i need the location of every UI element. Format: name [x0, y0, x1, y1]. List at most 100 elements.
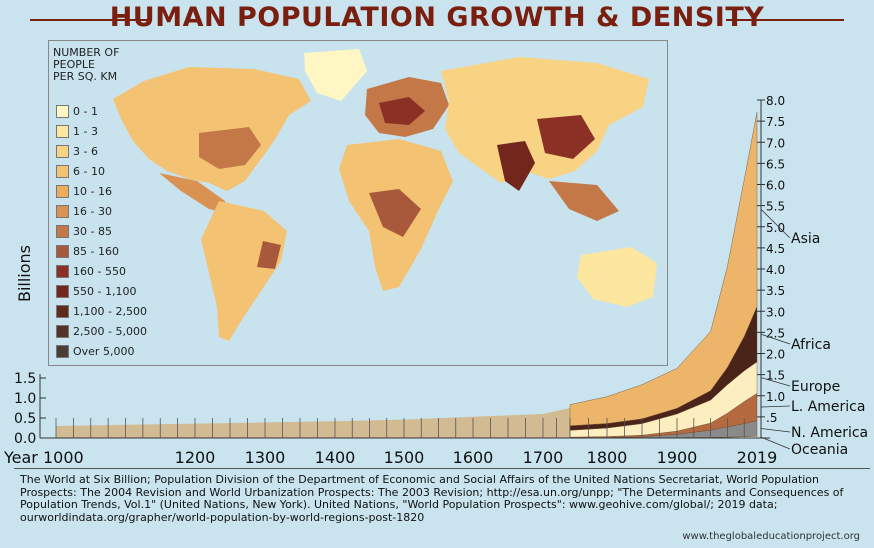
- right-y-tick-label: 6.5: [766, 157, 785, 171]
- x-tick-label: 2019: [737, 448, 778, 467]
- legend-item: 2,500 - 5,000: [56, 323, 147, 339]
- right-y-tick-label: 8.0: [766, 94, 785, 108]
- south-america-dense: [257, 241, 281, 269]
- right-y-tick-label: 2.0: [766, 348, 785, 362]
- legend-label: 10 - 16: [73, 184, 112, 198]
- legend-item: 3 - 6: [56, 143, 98, 159]
- legend-item: 16 - 30: [56, 203, 112, 219]
- region-label: Asia: [791, 231, 820, 247]
- legend-swatch: [56, 304, 69, 318]
- x-tick-label: 1800: [587, 448, 628, 467]
- legend-item: 1,100 - 2,500: [56, 303, 147, 319]
- website-credit: www.theglobaleducationproject.org: [682, 531, 860, 542]
- australia-shape: [577, 247, 657, 307]
- legend-item: 550 - 1,100: [56, 283, 136, 299]
- legend-title-line-2: PEOPLE: [53, 58, 95, 71]
- legend-swatch: [56, 204, 69, 218]
- right-y-tick-label: 3.5: [766, 284, 785, 298]
- legend-label: 3 - 6: [73, 144, 98, 158]
- region-label: Africa: [791, 337, 831, 353]
- legend-item: Over 5,000: [56, 343, 134, 359]
- central-america-shape: [159, 173, 227, 213]
- source-divider: [14, 468, 870, 469]
- right-y-tick-label: 5.0: [766, 221, 785, 235]
- legend-label: 0 - 1: [73, 104, 98, 118]
- legend-label: 30 - 85: [73, 224, 112, 238]
- legend-label: 16 - 30: [73, 204, 112, 218]
- x-tick-label: 1200: [175, 448, 216, 467]
- right-y-tick-label: 4.5: [766, 242, 785, 256]
- right-y-tick-label: .5: [766, 411, 777, 425]
- region-leader-line: [760, 209, 791, 239]
- x-tick-label: 1300: [245, 448, 286, 467]
- legend-swatch: [56, 144, 69, 158]
- legend-swatch: [56, 224, 69, 238]
- right-y-tick-label: 5.5: [766, 200, 785, 214]
- legend-title-line-1: NUMBER OF: [53, 46, 120, 59]
- legend-swatch: [56, 284, 69, 298]
- legend-label: 1 - 3: [73, 124, 98, 138]
- right-y-tick-label: 7.0: [766, 136, 785, 150]
- right-y-tick-label: 6.0: [766, 179, 785, 193]
- x-tick-label: 1700: [523, 448, 564, 467]
- asia-dense-india: [497, 141, 535, 191]
- source-text: The World at Six Billion; Population Div…: [20, 473, 844, 524]
- right-y-tick-label: 1.5: [766, 369, 785, 383]
- x-tick-label: 1500: [384, 448, 425, 467]
- north-america-dense: [199, 127, 261, 169]
- legend-label: 160 - 550: [73, 264, 126, 278]
- legend-label: 2,500 - 5,000: [73, 324, 147, 338]
- x-tick-label: 1900: [657, 448, 698, 467]
- legend-item: 1 - 3: [56, 123, 98, 139]
- region-leader-line: [760, 405, 791, 408]
- region-label: Europe: [791, 379, 840, 395]
- right-y-tick-label: 7.5: [766, 115, 785, 129]
- legend-label: 1,100 - 2,500: [73, 304, 147, 318]
- region-label: L. America: [791, 399, 865, 415]
- greenland-shape: [304, 49, 367, 101]
- y-axis-title: Billions: [15, 244, 34, 302]
- right-y-tick-label: 2.5: [766, 326, 785, 340]
- legend-label: 6 - 10: [73, 164, 105, 178]
- title-rule-left: [30, 19, 148, 21]
- region-leader-line: [760, 377, 791, 387]
- legend-title: NUMBER OF PEOPLE PER SQ. KM: [53, 47, 153, 83]
- europe-dense: [379, 97, 425, 125]
- legend-item: 30 - 85: [56, 223, 112, 239]
- legend-item: 10 - 16: [56, 183, 112, 199]
- left-y-tick-label: 0.0: [14, 431, 36, 447]
- legend-item: 85 - 160: [56, 243, 119, 259]
- africa-dense: [369, 189, 421, 237]
- south-america-shape: [201, 201, 287, 341]
- legend-swatch: [56, 244, 69, 258]
- legend-item: 0 - 1: [56, 103, 98, 119]
- world-map-shapes: [113, 49, 657, 341]
- region-leader-line: [760, 436, 791, 450]
- north-america-shape: [113, 67, 311, 191]
- right-y-tick-label: 3.0: [766, 305, 785, 319]
- left-y-tick-label: 1.5: [14, 371, 36, 387]
- world-population-area: [56, 408, 570, 438]
- legend-title-line-3: PER SQ. KM: [53, 70, 118, 83]
- legend-label: 550 - 1,100: [73, 284, 137, 298]
- legend-swatch: [56, 264, 69, 278]
- area-asia: [569, 112, 758, 427]
- chart-title: HUMAN POPULATION GROWTH & DENSITY: [109, 2, 765, 33]
- asia-dense-china: [537, 115, 595, 159]
- legend-item: 160 - 550: [56, 263, 126, 279]
- region-leader-line: [760, 333, 791, 345]
- x-tick-label: 1600: [453, 448, 494, 467]
- legend-item: 6 - 10: [56, 163, 105, 179]
- southeast-asia-shape: [549, 181, 619, 221]
- legend-swatch: [56, 104, 69, 118]
- x-tick-label: Year 1000: [3, 448, 84, 467]
- left-y-tick-label: 1.0: [14, 391, 36, 407]
- world-density-map: [48, 40, 668, 366]
- x-tick-label: 1400: [315, 448, 356, 467]
- legend-swatch: [56, 164, 69, 178]
- region-label: Oceania: [791, 442, 848, 458]
- region-leader-line: [760, 428, 791, 433]
- legend-label: 85 - 160: [73, 244, 119, 258]
